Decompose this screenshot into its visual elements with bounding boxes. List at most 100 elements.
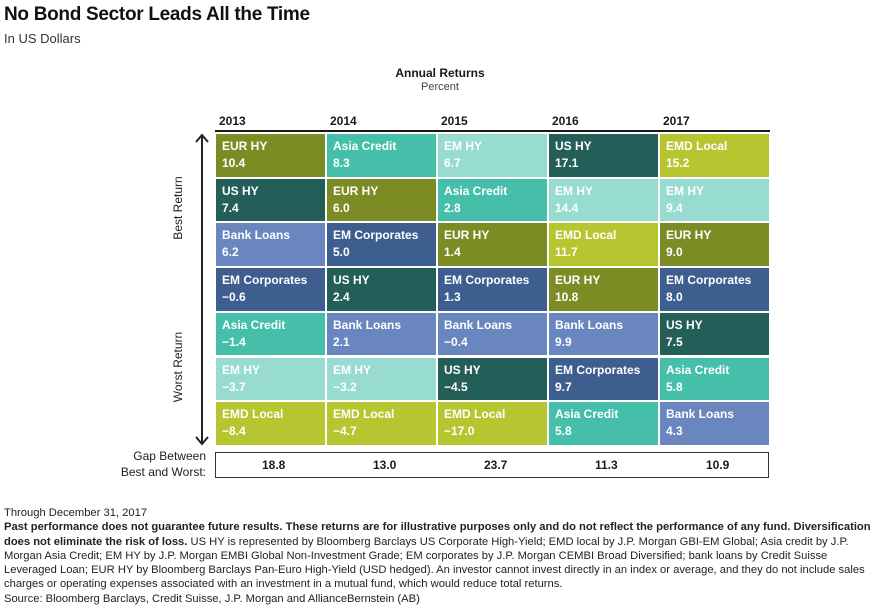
page-subtitle: In US Dollars <box>4 31 81 46</box>
return-value: 6.7 <box>444 156 461 170</box>
return-cell: EMD Local 15.2 <box>659 133 770 178</box>
sector-name: EMD Local <box>222 407 284 422</box>
return-cell: Asia Credit 8.3 <box>326 133 437 178</box>
axis-label-best: Best Return <box>171 176 185 240</box>
sector-name: EUR HY <box>333 183 379 198</box>
return-value: 14.4 <box>555 200 579 215</box>
return-value: 6.0 <box>333 200 350 215</box>
year-header: 2015 <box>441 114 468 128</box>
year-header-row: 2013 2014 2015 2016 2017 <box>219 114 771 130</box>
gap-value: 11.3 <box>595 458 618 472</box>
return-cell: Bank Loans 9.9 <box>548 311 659 357</box>
sector-name: Asia Credit <box>333 139 397 153</box>
return-value: −3.2 <box>333 379 357 394</box>
returns-grid: EUR HY 10.4 US HY 7.4 Bank Loans 6.2 EM Corpor… <box>215 133 770 446</box>
return-cell: EM Corporates 1.3 <box>437 267 548 312</box>
return-cell: Bank Loans 6.2 <box>215 222 326 268</box>
return-cell: EUR HY 9.0 <box>659 222 770 268</box>
return-value: 9.7 <box>555 379 572 394</box>
return-value: 5.8 <box>666 379 683 394</box>
return-value: 2.1 <box>333 334 350 349</box>
return-cell: EMD Local 11.7 <box>548 222 659 268</box>
sector-name: EMD Local <box>444 407 506 422</box>
return-cell: EM HY 14.4 <box>548 177 659 223</box>
return-cell: EM Corporates −0.6 <box>215 267 326 312</box>
return-cell: EUR HY 1.4 <box>437 222 548 268</box>
return-value: 17.1 <box>555 156 579 170</box>
return-cell: Bank Loans 2.1 <box>326 311 437 357</box>
return-cell: Bank Loans −0.4 <box>437 311 548 357</box>
gap-value: 10.9 <box>706 458 730 472</box>
sector-name: EM HY <box>555 183 594 198</box>
header-rule <box>215 130 770 132</box>
return-value: 9.0 <box>666 245 683 260</box>
return-value: 2.4 <box>333 290 350 305</box>
sector-name: EM Corporates <box>444 273 530 288</box>
sector-name: EMD Local <box>333 407 395 422</box>
sector-name: Bank Loans <box>666 407 735 422</box>
sector-name: EUR HY <box>666 228 712 243</box>
return-value: 4.3 <box>666 424 683 439</box>
return-cell: EM HY −3.7 <box>215 356 326 402</box>
gap-label: Gap Between Best and Worst: <box>110 448 206 480</box>
year-header: 2014 <box>330 114 357 128</box>
return-value: 8.3 <box>333 156 350 170</box>
return-value: 7.5 <box>666 334 683 349</box>
return-cell: EUR HY 10.8 <box>548 267 659 312</box>
return-cell: EM Corporates 8.0 <box>659 267 770 312</box>
sector-name: US HY <box>333 273 370 288</box>
return-value: −8.4 <box>222 424 246 439</box>
return-value: −1.4 <box>222 334 246 349</box>
return-value: 5.8 <box>555 424 572 439</box>
sector-name: EM Corporates <box>555 362 641 377</box>
return-cell: Asia Credit 5.8 <box>659 356 770 402</box>
sector-name: US HY <box>666 317 703 332</box>
return-value: 9.9 <box>555 334 572 349</box>
return-cell: EM Corporates 5.0 <box>326 222 437 268</box>
return-cell: EM HY −3.2 <box>326 356 437 402</box>
sector-name: US HY <box>555 139 592 153</box>
sector-name: Asia Credit <box>666 362 730 377</box>
return-cell: EM HY 9.4 <box>659 177 770 223</box>
return-value: 5.0 <box>333 245 350 260</box>
return-value: 6.2 <box>222 245 239 260</box>
sector-name: Bank Loans <box>333 317 402 332</box>
sector-name: Asia Credit <box>444 183 508 198</box>
return-cell: EM Corporates 9.7 <box>548 356 659 402</box>
sector-name: EUR HY <box>222 139 268 153</box>
return-value: 1.3 <box>444 290 461 305</box>
sector-name: EM HY <box>666 183 705 198</box>
gap-row: 18.8 13.0 23.7 11.3 10.9 <box>215 452 769 478</box>
return-cell: US HY −4.5 <box>437 356 548 402</box>
sector-name: Asia Credit <box>222 317 286 332</box>
return-cell: US HY 7.4 <box>215 177 326 223</box>
return-value: 10.4 <box>222 156 246 170</box>
return-value: −17.0 <box>444 424 475 439</box>
return-cell: EUR HY 10.4 <box>215 133 326 178</box>
return-value: −0.4 <box>444 334 468 349</box>
chart-title: Annual Returns <box>395 66 485 80</box>
return-cell: US HY 7.5 <box>659 311 770 357</box>
return-cell: Asia Credit 2.8 <box>437 177 548 223</box>
return-value: 7.4 <box>222 200 239 215</box>
return-cell: US HY 2.4 <box>326 267 437 312</box>
year-header: 2017 <box>663 114 690 128</box>
return-value: 15.2 <box>666 156 690 170</box>
disclaimer: Past performance does not guarantee futu… <box>4 520 876 591</box>
axis-arrow-top-head <box>195 133 209 143</box>
return-cell: Asia Credit 5.8 <box>548 401 659 446</box>
sector-name: EMD Local <box>666 139 728 153</box>
gap-label-line2: Best and Worst: <box>120 465 206 479</box>
return-value: 2.8 <box>444 200 461 215</box>
year-header: 2013 <box>219 114 246 128</box>
return-value: −4.7 <box>333 424 357 439</box>
sector-name: US HY <box>444 362 481 377</box>
return-cell: EUR HY 6.0 <box>326 177 437 223</box>
return-value: 9.4 <box>666 200 683 215</box>
sector-name: EM HY <box>333 362 372 377</box>
return-cell: Bank Loans 4.3 <box>659 401 770 446</box>
year-header: 2016 <box>552 114 579 128</box>
date-note: Through December 31, 2017 <box>4 507 148 519</box>
sector-name: EM Corporates <box>666 273 752 288</box>
sector-name: EM Corporates <box>333 228 419 243</box>
